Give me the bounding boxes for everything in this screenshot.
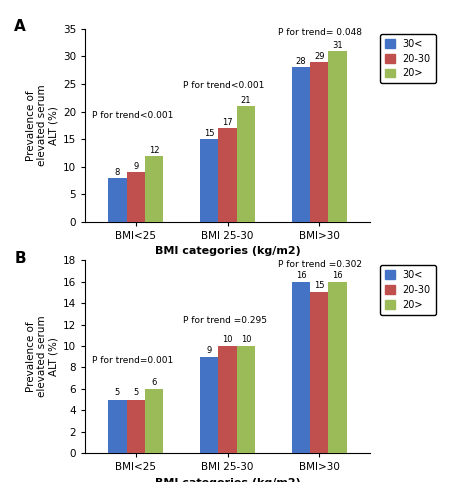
Text: P for trend<0.001: P for trend<0.001 (183, 80, 265, 90)
Bar (127, 400, 145, 453)
Bar (108, 400, 127, 453)
Text: 29: 29 (314, 52, 325, 61)
Y-axis label: Prevalence of
elevated serum
ALT (%): Prevalence of elevated serum ALT (%) (26, 84, 59, 166)
Text: A: A (14, 19, 26, 34)
Text: 31: 31 (332, 41, 343, 50)
Text: B: B (14, 251, 26, 266)
Bar (127, 172, 145, 222)
Text: 10: 10 (241, 335, 251, 344)
Legend: 30<, 20-30, 20>: 30<, 20-30, 20> (380, 34, 436, 83)
Text: 15: 15 (314, 281, 325, 290)
Text: 9: 9 (207, 346, 212, 355)
Text: P for trend=0.001: P for trend=0.001 (92, 356, 173, 365)
Text: P for trend<0.001: P for trend<0.001 (92, 111, 173, 120)
Text: 5: 5 (115, 388, 120, 397)
Bar (237, 346, 255, 453)
X-axis label: BMI categories (kg/m2): BMI categories (kg/m2) (155, 246, 301, 256)
Text: 16: 16 (332, 270, 343, 280)
Bar (237, 106, 255, 222)
Text: 12: 12 (149, 146, 159, 155)
Text: 16: 16 (296, 270, 306, 280)
Text: 15: 15 (204, 129, 214, 138)
Text: 17: 17 (222, 118, 233, 127)
Bar (219, 128, 237, 222)
Bar (310, 62, 328, 222)
Bar (310, 293, 328, 453)
Bar (145, 156, 164, 222)
Bar (328, 51, 347, 222)
Text: 6: 6 (151, 378, 157, 387)
Bar (292, 67, 310, 222)
Text: 10: 10 (222, 335, 233, 344)
Bar (145, 389, 164, 453)
Y-axis label: Prevalence of
elevated serum
ALT (%): Prevalence of elevated serum ALT (%) (26, 316, 59, 398)
Text: 8: 8 (115, 168, 120, 176)
X-axis label: BMI categories (kg/m2): BMI categories (kg/m2) (155, 478, 301, 482)
Bar (108, 178, 127, 222)
Text: 9: 9 (133, 162, 138, 171)
Legend: 30<, 20-30, 20>: 30<, 20-30, 20> (380, 265, 436, 315)
Bar (200, 357, 219, 453)
Bar (292, 281, 310, 453)
Text: P for trend= 0.048: P for trend= 0.048 (278, 28, 362, 37)
Text: 5: 5 (133, 388, 138, 397)
Text: P for trend =0.302: P for trend =0.302 (278, 260, 362, 269)
Text: 21: 21 (241, 96, 251, 105)
Text: 28: 28 (296, 57, 306, 67)
Bar (200, 139, 219, 222)
Text: P for trend =0.295: P for trend =0.295 (183, 316, 267, 324)
Bar (219, 346, 237, 453)
Bar (328, 281, 347, 453)
